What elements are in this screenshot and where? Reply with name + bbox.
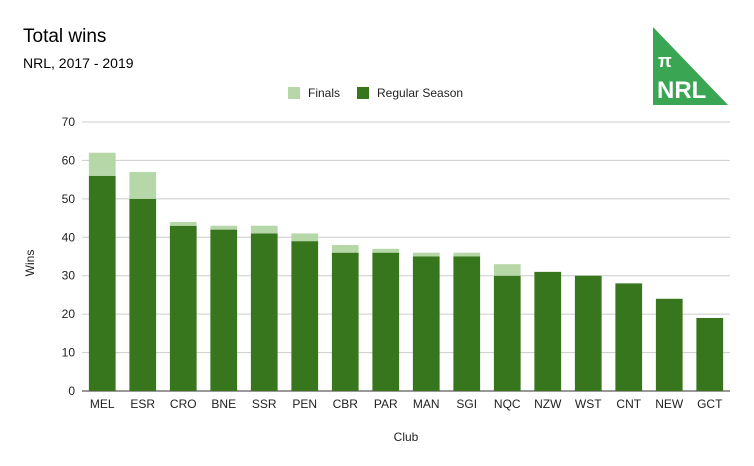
bar-nzw-regular-season [534, 271, 562, 391]
logo-triangle [653, 27, 728, 105]
bar-nqc-regular-season [493, 275, 521, 391]
y-tick-label: 20 [62, 307, 76, 321]
bar-pen-finals [291, 233, 319, 242]
bar-mel-finals [88, 152, 116, 176]
bar-ssr-regular-season [250, 233, 278, 391]
bar-man-regular-season [412, 256, 440, 391]
bar-man-finals [412, 252, 440, 257]
legend-label: Regular Season [377, 86, 463, 100]
legend-swatch [288, 87, 300, 99]
bar-wst-regular-season [574, 275, 602, 391]
bar-cro-finals [169, 221, 197, 226]
x-tick-label: NQC [494, 397, 521, 411]
logo-text: NRL [657, 77, 706, 104]
bar-par-regular-season [372, 252, 400, 391]
x-tick-label: WST [575, 397, 602, 411]
bar-cbr-finals [331, 244, 359, 253]
legend-label: Finals [308, 86, 340, 100]
bar-mel-regular-season [88, 175, 116, 391]
y-tick-label: 0 [68, 384, 75, 398]
bar-bne-regular-season [210, 229, 238, 391]
y-tick-label: 40 [62, 230, 76, 244]
y-tick-label: 70 [62, 115, 76, 129]
x-tick-label: BNE [211, 397, 236, 411]
bar-new-regular-season [655, 298, 683, 391]
bar-bne-finals [210, 225, 238, 230]
x-tick-label: MAN [413, 397, 440, 411]
y-axis-label: Wins [23, 250, 37, 277]
x-tick-label: PAR [374, 397, 398, 411]
nrl-logo: π NRL [653, 27, 728, 105]
bar-sgi-regular-season [453, 256, 481, 391]
x-tick-label: CBR [333, 397, 359, 411]
bar-par-finals [372, 248, 400, 253]
x-tick-label: PEN [292, 397, 317, 411]
x-tick-label: SSR [252, 397, 277, 411]
bar-gct-regular-season [696, 317, 724, 391]
x-axis-label: Club [394, 430, 419, 444]
x-tick-label: SGI [456, 397, 477, 411]
bar-cro-regular-season [169, 225, 197, 391]
x-tick-label: CNT [616, 397, 641, 411]
legend-swatch [357, 87, 369, 99]
chart-title: Total wins [23, 26, 106, 47]
bar-pen-regular-season [291, 241, 319, 391]
legend: Finals Regular Season [288, 86, 463, 100]
bar-sgi-finals [453, 252, 481, 257]
bar-esr-finals [129, 171, 157, 199]
y-axis-ticks: 0 10 20 30 40 50 60 70 [62, 115, 76, 398]
y-tick-label: 60 [62, 153, 76, 167]
bars [88, 152, 724, 391]
bar-esr-regular-season [129, 198, 157, 391]
x-tick-label: NEW [655, 397, 684, 411]
y-tick-label: 30 [62, 269, 76, 283]
logo-symbol: π [658, 51, 672, 71]
y-tick-label: 10 [62, 346, 76, 360]
bar-cbr-regular-season [331, 252, 359, 391]
x-tick-label: ESR [130, 397, 155, 411]
chart-subtitle: NRL, 2017 - 2019 [23, 55, 134, 71]
bar-cnt-regular-season [615, 283, 643, 391]
bar-nqc-finals [493, 264, 521, 276]
bar-ssr-finals [250, 225, 278, 234]
x-tick-label: NZW [534, 397, 562, 411]
x-tick-label: CRO [170, 397, 197, 411]
x-tick-label: MEL [90, 397, 115, 411]
x-tick-label: GCT [697, 397, 723, 411]
y-tick-label: 50 [62, 192, 76, 206]
x-axis-ticks: MEL ESR CRO BNE SSR PEN CBR PAR MAN SGI NQC NZW WST C… [90, 397, 723, 411]
